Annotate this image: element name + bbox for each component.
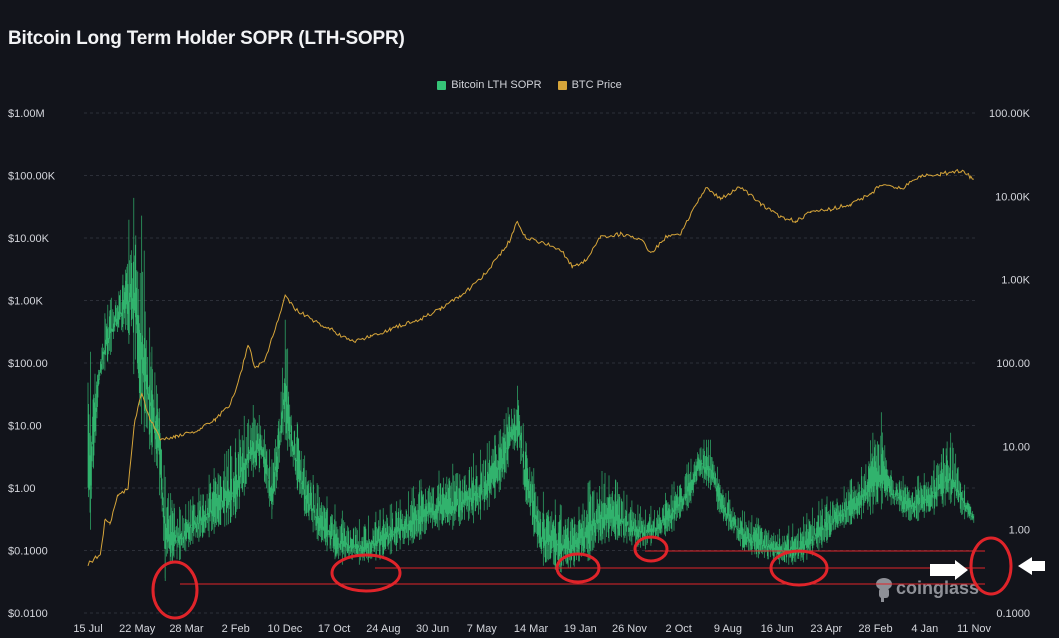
x-axis-tick: 2 Feb — [222, 623, 250, 635]
legend-item-sopr[interactable]: Bitcoin LTH SOPR — [437, 79, 542, 91]
legend-item-price[interactable]: BTC Price — [557, 79, 622, 91]
right-axis-tick: 0.1000 — [996, 608, 1030, 620]
right-axis-tick: 10.00K — [995, 191, 1031, 203]
left-axis-tick: $100.00 — [8, 358, 48, 370]
coinglass-logo-icon — [876, 578, 892, 602]
left-axis-tick: $1.00M — [8, 108, 45, 120]
x-axis-tick: 2 Oct — [666, 623, 692, 635]
annotation-circle — [330, 553, 402, 593]
right-axis-tick: 100.00K — [989, 108, 1031, 120]
left-axis-tick: $1.00K — [8, 296, 44, 308]
x-axis-tick: 7 May — [467, 623, 497, 635]
x-axis-tick: 28 Mar — [169, 623, 204, 635]
annotations — [151, 535, 1013, 620]
right-axis-tick: 100.00 — [996, 358, 1030, 370]
x-axis-tick: 14 Mar — [514, 623, 549, 635]
x-axis-tick: 15 Jul — [73, 623, 102, 635]
x-axis-tick: 19 Jan — [564, 623, 597, 635]
watermark-text: coinglass — [896, 578, 979, 598]
legend-label-sopr: Bitcoin LTH SOPR — [451, 79, 542, 91]
x-axis-tick: 30 Jun — [416, 623, 449, 635]
arrow-left-icon — [1018, 557, 1045, 575]
x-axis-tick: 22 May — [119, 623, 156, 635]
coinglass-watermark: coinglass — [876, 578, 979, 602]
annotation-circle — [151, 560, 199, 620]
right-axis-tick: 10.00 — [1002, 441, 1030, 453]
arrow-right-icon — [930, 560, 968, 580]
x-axis-tick: 9 Aug — [714, 623, 742, 635]
left-axis-tick: $1.00 — [8, 483, 36, 495]
right-axis-tick: 1.00 — [1009, 525, 1030, 537]
x-axis-tick: 23 Apr — [810, 623, 842, 635]
x-axis-tick: 28 Feb — [858, 623, 892, 635]
annotation-circle — [769, 549, 829, 587]
left-axis-tick: $0.1000 — [8, 546, 48, 558]
x-axis-tick: 11 Nov — [957, 623, 992, 635]
x-axis-tick: 24 Aug — [366, 623, 400, 635]
annotation-circle — [555, 552, 601, 584]
x-axis-tick: 26 Nov — [612, 623, 647, 635]
left-axis-tick: $100.00K — [8, 171, 56, 183]
legend-swatch-price — [557, 80, 567, 90]
x-axis-tick: 16 Jun — [761, 623, 794, 635]
annotation-circle — [633, 535, 669, 563]
x-axis-tick: 17 Oct — [318, 623, 350, 635]
sopr-series — [87, 197, 975, 581]
chart-title: Bitcoin Long Term Holder SOPR (LTH-SOPR) — [8, 28, 405, 49]
left-axis-tick: $10.00 — [8, 421, 42, 433]
right-axis-tick: 1.00K — [1001, 275, 1030, 287]
legend: Bitcoin LTH SOPR BTC Price — [0, 79, 1059, 91]
left-axis-tick: $0.0100 — [8, 608, 48, 620]
left-axis-tick: $10.00K — [8, 233, 50, 245]
legend-swatch-sopr — [437, 80, 447, 90]
btc-price-series — [87, 168, 974, 567]
legend-label-price: BTC Price — [571, 79, 622, 91]
annotation-circle — [969, 536, 1013, 596]
x-axis-tick: 4 Jan — [911, 623, 938, 635]
x-axis-tick: 10 Dec — [267, 623, 302, 635]
